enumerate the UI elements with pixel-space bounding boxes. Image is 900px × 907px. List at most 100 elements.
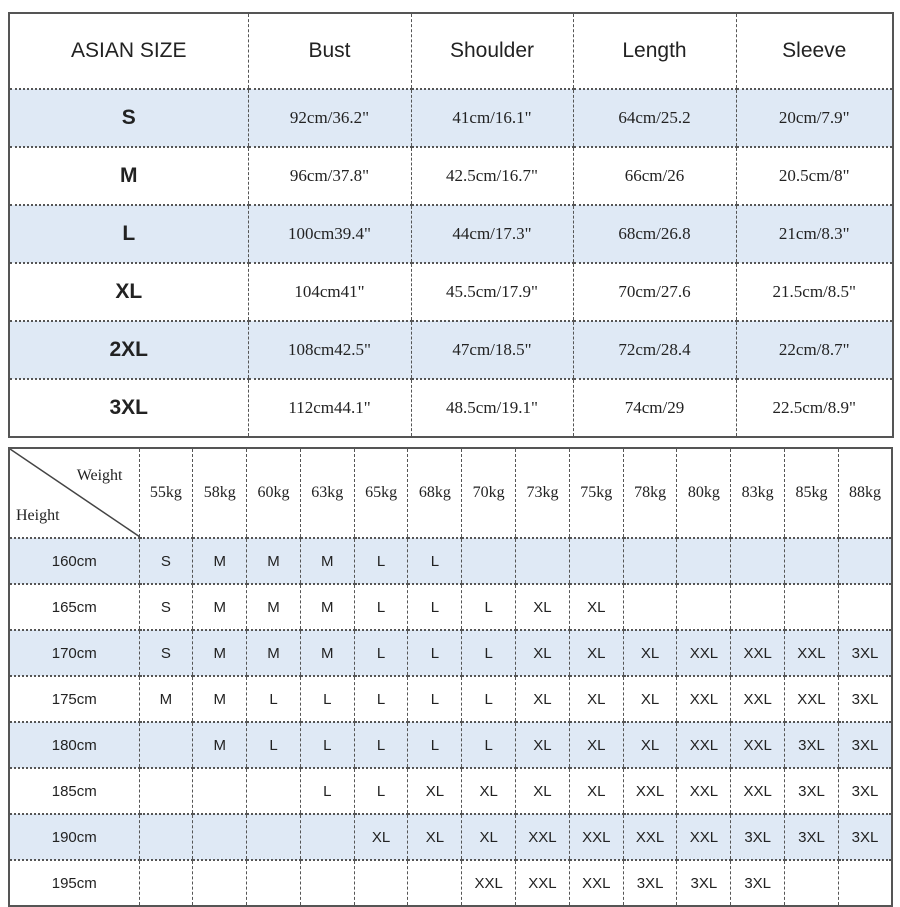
size-label: M [8, 146, 249, 206]
size-cell: XXL [622, 813, 678, 861]
size-cell [299, 813, 355, 861]
size-cell: L [407, 537, 463, 585]
corner-cell: Weight Height [8, 447, 140, 539]
height-weight-size-table: Weight Height 55kg 58kg 60kg 63kg 65kg 68kg 70kg… [8, 447, 894, 907]
column-header: ASIAN SIZE [8, 12, 249, 90]
size-cell [138, 859, 194, 907]
size-cell: XL [568, 767, 624, 815]
size-label: S [8, 88, 249, 148]
size-cell: 3XL [784, 767, 839, 815]
size-cell [407, 859, 463, 907]
size-cell [676, 583, 732, 631]
measurement-cell: 21cm/8.3" [735, 204, 894, 264]
size-cell [676, 537, 732, 585]
table-row: 185cm L L XL XL XL XL XXL XXL XXL 3XL 3XL [8, 767, 893, 815]
table-row: 195cm XXL XXL XXL 3XL 3XL 3XL [8, 859, 893, 907]
size-cell [192, 767, 248, 815]
height-label: 170cm [8, 629, 140, 677]
weight-header: 88kg [837, 447, 893, 539]
size-cell: XXL [730, 629, 786, 677]
size-cell: XXL [784, 675, 839, 723]
size-cell: XL [515, 767, 570, 815]
table-row: 160cm S M M M L L [8, 537, 893, 585]
size-cell: XXL [515, 859, 570, 907]
size-cell: L [461, 675, 517, 723]
size-cell: M [192, 583, 248, 631]
size-cell [622, 537, 678, 585]
size-cell: XL [622, 675, 678, 723]
size-cell: M [299, 583, 355, 631]
size-cell: XL [568, 629, 624, 677]
size-cell: L [353, 721, 409, 769]
size-label: XL [8, 262, 249, 322]
size-cell [461, 537, 517, 585]
size-cell [837, 859, 893, 907]
size-cell [515, 537, 570, 585]
size-label: L [8, 204, 249, 264]
size-cell: 3XL [730, 813, 786, 861]
size-cell: L [353, 537, 409, 585]
size-cell: XL [515, 721, 570, 769]
size-cell: 3XL [622, 859, 678, 907]
height-label: 195cm [8, 859, 140, 907]
height-label: 180cm [8, 721, 140, 769]
size-cell [299, 859, 355, 907]
measurement-cell: 20cm/7.9" [735, 88, 894, 148]
size-cell [246, 767, 301, 815]
size-cell [784, 583, 839, 631]
weight-header: 83kg [730, 447, 786, 539]
height-label: 165cm [8, 583, 140, 631]
size-cell: 3XL [837, 675, 893, 723]
size-cell: XL [622, 721, 678, 769]
size-cell: L [353, 629, 409, 677]
weight-header: 58kg [192, 447, 248, 539]
column-header: Shoulder [410, 12, 574, 90]
size-cell [138, 813, 194, 861]
measurement-cell: 96cm/37.8" [247, 146, 412, 206]
size-cell: M [138, 675, 194, 723]
measurement-cell: 66cm/26 [572, 146, 737, 206]
height-label: 190cm [8, 813, 140, 861]
column-header: Bust [247, 12, 412, 90]
size-cell: 3XL [784, 721, 839, 769]
size-cell [246, 813, 301, 861]
size-cell: M [299, 629, 355, 677]
size-cell: XL [515, 675, 570, 723]
size-cell: M [192, 537, 248, 585]
size-cell: XL [568, 721, 624, 769]
size-cell: M [192, 629, 248, 677]
size-cell: 3XL [837, 721, 893, 769]
table-row: M 96cm/37.8" 42.5cm/16.7" 66cm/26 20.5cm/8" [8, 146, 894, 206]
weight-header: 70kg [461, 447, 517, 539]
size-cell: XXL [622, 767, 678, 815]
size-cell [138, 767, 194, 815]
size-cell: M [299, 537, 355, 585]
size-cell [837, 537, 893, 585]
size-cell: 3XL [837, 813, 893, 861]
measurement-cell: 92cm/36.2" [247, 88, 412, 148]
measurement-cell: 108cm42.5" [247, 320, 412, 380]
weight-header: 75kg [568, 447, 624, 539]
table-row: XL 104cm41" 45.5cm/17.9" 70cm/27.6 21.5cm/8.… [8, 262, 894, 322]
size-cell [730, 537, 786, 585]
measurement-cell: 70cm/27.6 [572, 262, 737, 322]
weight-header: 85kg [784, 447, 839, 539]
size-cell: L [353, 767, 409, 815]
size-cell: M [246, 537, 301, 585]
size-cell [353, 859, 409, 907]
size-cell: L [246, 721, 301, 769]
weight-header: 65kg [353, 447, 409, 539]
size-cell: 3XL [676, 859, 732, 907]
size-cell [784, 537, 839, 585]
size-cell: M [192, 721, 248, 769]
size-cell [192, 813, 248, 861]
size-cell: XXL [676, 721, 732, 769]
size-cell: XXL [515, 813, 570, 861]
measurement-cell: 41cm/16.1" [410, 88, 574, 148]
size-cell: L [461, 583, 517, 631]
size-cell: XL [353, 813, 409, 861]
size-cell: L [299, 767, 355, 815]
table-row: L 100cm39.4" 44cm/17.3" 68cm/26.8 21cm/8.3" [8, 204, 894, 264]
size-cell: XL [461, 813, 517, 861]
measurement-cell: 22cm/8.7" [735, 320, 894, 380]
